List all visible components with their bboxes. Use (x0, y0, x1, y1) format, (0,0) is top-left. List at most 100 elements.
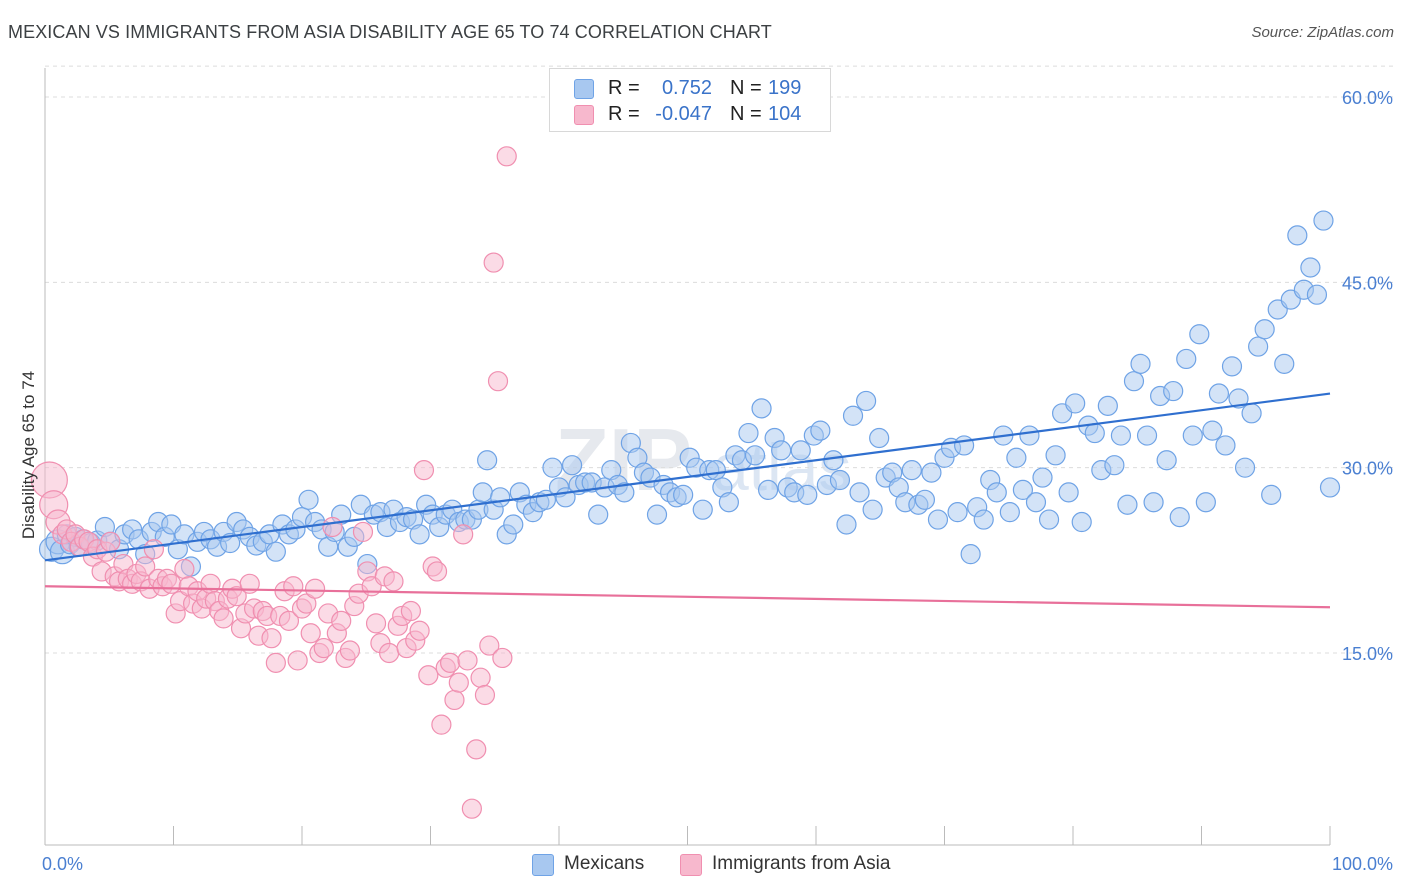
data-point (339, 640, 361, 661)
data-point (1195, 492, 1216, 513)
data-point (409, 524, 430, 545)
data-point (960, 544, 981, 565)
data-point (1110, 425, 1132, 446)
data-point (1130, 353, 1151, 374)
data-point (542, 457, 563, 478)
legend-r-label: R = (608, 77, 640, 99)
data-point (265, 652, 286, 673)
data-point (1104, 455, 1125, 476)
data-point (1208, 383, 1230, 404)
legend-label-immigrants: Immigrants from Asia (712, 853, 891, 874)
data-point (265, 541, 286, 562)
source-attribution: Source: ZipAtlas.com (1251, 24, 1394, 41)
data-point (790, 440, 811, 461)
data-point (400, 600, 421, 622)
data-point (453, 524, 474, 545)
x-tick-label: 100.0% (1332, 854, 1393, 874)
data-point (1287, 225, 1308, 246)
legend-swatch-mexicans (532, 854, 554, 876)
data-point (174, 558, 195, 580)
data-point (426, 561, 448, 582)
y-tick-label: 30.0% (1342, 459, 1393, 479)
series-immigrants-from-asia (30, 146, 517, 819)
data-point (1248, 336, 1269, 357)
x-tick-label: 0.0% (42, 854, 83, 874)
data-point (842, 405, 864, 426)
data-point (296, 593, 317, 614)
data-point (298, 489, 319, 510)
data-point (413, 460, 435, 481)
data-point (431, 714, 452, 735)
trend-line (44, 585, 1331, 609)
data-point (161, 573, 182, 594)
data-point (1202, 420, 1223, 441)
data-point (947, 502, 968, 523)
data-point (278, 610, 300, 631)
data-point (1182, 425, 1203, 446)
legend-swatch-mexicans (574, 79, 594, 99)
data-point (1123, 371, 1145, 392)
data-point (718, 492, 739, 513)
data-point (1032, 467, 1053, 488)
data-point (1071, 511, 1092, 533)
data-point (220, 532, 241, 554)
data-point (492, 647, 513, 669)
data-point (444, 689, 465, 711)
data-point (418, 665, 439, 686)
data-point (448, 672, 469, 693)
data-point (744, 445, 766, 466)
data-point (614, 482, 635, 503)
data-point (1117, 494, 1138, 515)
data-point (477, 450, 498, 471)
data-point (771, 440, 792, 461)
legend-swatch-immigrants (680, 854, 702, 876)
data-point (1319, 477, 1341, 498)
data-point (921, 462, 942, 483)
data-point (304, 578, 326, 599)
data-point (287, 650, 308, 671)
data-point (1300, 257, 1321, 278)
data-point (673, 484, 694, 505)
y-tick-label: 15.0% (1342, 644, 1393, 664)
legend-r-value: -0.047 (655, 103, 712, 125)
data-point (200, 573, 221, 594)
series-legend: Mexicans Immigrants from Asia (0, 852, 1406, 878)
data-point (1097, 395, 1118, 416)
data-point (901, 460, 922, 481)
data-point (457, 650, 478, 671)
y-tick-label: 45.0% (1342, 273, 1393, 293)
data-point (823, 450, 844, 471)
data-point (1169, 506, 1190, 528)
data-point (692, 499, 713, 520)
series-mexicans (38, 210, 1341, 577)
data-point (490, 487, 511, 508)
data-point (379, 642, 400, 664)
data-point (757, 479, 779, 501)
data-point (503, 514, 524, 535)
data-point (954, 435, 975, 456)
data-point (383, 571, 404, 592)
data-point (226, 586, 247, 607)
data-point (466, 739, 487, 760)
data-point (496, 146, 517, 167)
legend-n-label: N = (730, 77, 762, 99)
data-point (869, 427, 890, 449)
data-point (1254, 319, 1275, 340)
chart-title: MEXICAN VS IMMIGRANTS FROM ASIA DISABILI… (8, 22, 772, 42)
data-point (331, 610, 352, 631)
data-point (561, 455, 583, 476)
data-point (829, 469, 851, 491)
data-point (1163, 380, 1184, 402)
data-point (999, 502, 1020, 523)
data-point (1143, 492, 1164, 513)
data-point (1045, 445, 1066, 466)
correlation-legend: R = 0.752 N = 199 R = -0.047 N = 104 (549, 68, 831, 132)
data-point (472, 482, 493, 503)
data-point (1019, 425, 1040, 446)
data-point (365, 613, 387, 634)
data-point (1261, 484, 1282, 505)
data-point (283, 576, 304, 597)
data-point (810, 420, 831, 441)
data-point (470, 667, 491, 688)
